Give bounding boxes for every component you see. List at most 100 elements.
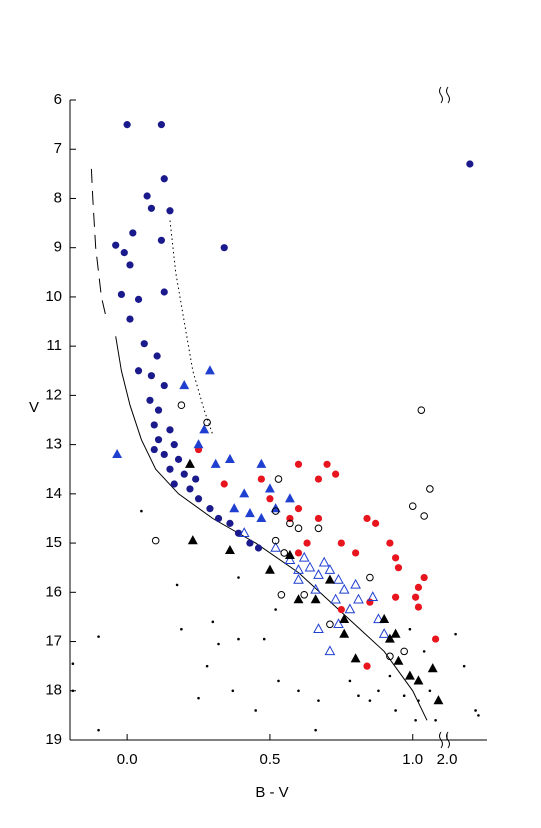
point bbox=[408, 627, 412, 631]
point bbox=[337, 539, 345, 547]
point bbox=[210, 458, 221, 468]
x-tick-label: 0.0 bbox=[117, 751, 138, 768]
point bbox=[120, 249, 128, 257]
point bbox=[180, 627, 183, 631]
point bbox=[422, 650, 426, 653]
point bbox=[177, 401, 186, 410]
point bbox=[147, 204, 156, 212]
y-tick-label: 11 bbox=[46, 337, 62, 354]
point bbox=[323, 460, 331, 468]
y-tick-label: 14 bbox=[45, 485, 62, 502]
point bbox=[294, 524, 303, 533]
point bbox=[205, 365, 215, 375]
isochrone-line bbox=[169, 220, 214, 435]
point bbox=[428, 689, 432, 693]
point bbox=[264, 483, 275, 493]
point bbox=[352, 549, 360, 557]
point bbox=[366, 573, 374, 582]
point bbox=[427, 663, 438, 673]
point bbox=[205, 664, 209, 668]
point bbox=[238, 527, 250, 537]
point bbox=[454, 632, 457, 636]
y-axis-label: V bbox=[29, 399, 39, 416]
point bbox=[254, 544, 263, 552]
point bbox=[357, 694, 360, 697]
point bbox=[166, 426, 174, 434]
isochrone-line bbox=[115, 336, 428, 721]
point bbox=[277, 590, 286, 599]
point bbox=[350, 578, 361, 589]
point bbox=[304, 561, 316, 572]
point bbox=[379, 613, 390, 623]
point bbox=[192, 475, 200, 483]
point bbox=[414, 583, 423, 591]
point bbox=[160, 381, 168, 390]
point bbox=[129, 229, 137, 237]
point bbox=[154, 436, 163, 444]
point bbox=[353, 593, 364, 604]
point bbox=[368, 699, 372, 702]
point bbox=[193, 439, 204, 449]
point bbox=[363, 662, 371, 670]
point bbox=[284, 549, 295, 559]
point bbox=[151, 536, 160, 545]
point bbox=[408, 502, 417, 510]
point bbox=[157, 236, 165, 244]
point bbox=[431, 635, 440, 643]
point bbox=[97, 635, 100, 638]
y-tick-label: 6 bbox=[54, 91, 62, 108]
point bbox=[239, 488, 250, 498]
point bbox=[170, 480, 178, 488]
point bbox=[134, 295, 143, 303]
point bbox=[350, 653, 361, 663]
point bbox=[286, 519, 294, 528]
point bbox=[229, 503, 240, 513]
point bbox=[339, 628, 350, 638]
point bbox=[313, 569, 324, 579]
point bbox=[411, 593, 420, 601]
point bbox=[372, 519, 380, 527]
point bbox=[310, 594, 321, 604]
point bbox=[466, 160, 474, 168]
point bbox=[326, 620, 334, 629]
point bbox=[186, 485, 194, 493]
y-tick-label: 10 bbox=[45, 288, 62, 305]
point bbox=[330, 593, 341, 604]
y-tick-label: 19 bbox=[45, 731, 62, 748]
point bbox=[170, 441, 178, 449]
point bbox=[394, 564, 403, 572]
point bbox=[313, 623, 324, 633]
point bbox=[477, 714, 480, 717]
point bbox=[386, 652, 394, 661]
point bbox=[414, 719, 417, 722]
point bbox=[140, 340, 148, 348]
point bbox=[297, 689, 300, 693]
point bbox=[262, 637, 266, 641]
point bbox=[303, 539, 311, 547]
point bbox=[324, 574, 335, 584]
point bbox=[147, 372, 156, 380]
point bbox=[244, 508, 255, 518]
point bbox=[231, 689, 235, 693]
point bbox=[333, 573, 344, 584]
point bbox=[274, 608, 277, 611]
point bbox=[224, 544, 235, 555]
point bbox=[112, 448, 123, 459]
point bbox=[400, 647, 408, 656]
point bbox=[426, 485, 434, 493]
point bbox=[324, 564, 336, 574]
point bbox=[197, 696, 200, 700]
point bbox=[404, 670, 415, 680]
x-tick-label: 0.5 bbox=[260, 751, 281, 768]
point bbox=[154, 406, 163, 414]
point bbox=[413, 675, 424, 685]
point bbox=[284, 554, 296, 565]
y-tick-label: 13 bbox=[45, 436, 62, 453]
point bbox=[394, 709, 397, 712]
point bbox=[185, 458, 195, 468]
point bbox=[220, 480, 228, 488]
y-tick-label: 15 bbox=[45, 534, 62, 551]
point bbox=[220, 244, 228, 252]
point bbox=[417, 699, 420, 702]
point bbox=[264, 564, 275, 574]
